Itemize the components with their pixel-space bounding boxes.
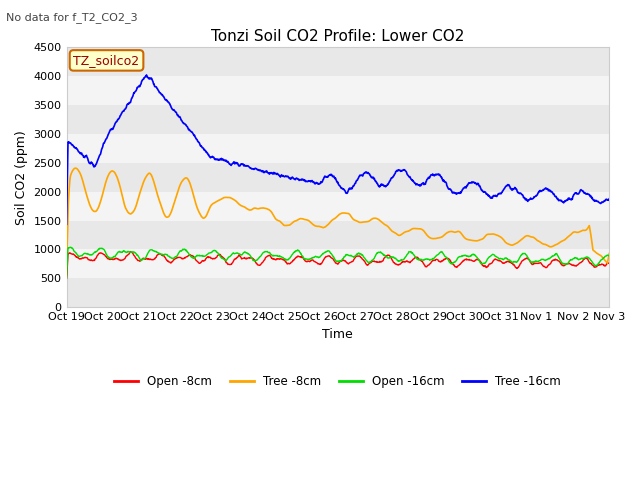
Bar bbox=[67, 163, 609, 192]
X-axis label: Time: Time bbox=[323, 328, 353, 341]
Bar bbox=[67, 105, 609, 134]
Bar bbox=[67, 134, 609, 163]
Bar bbox=[67, 47, 609, 76]
Text: TZ_soilco2: TZ_soilco2 bbox=[74, 54, 140, 67]
Bar bbox=[67, 250, 609, 278]
Bar bbox=[67, 278, 609, 307]
Title: Tonzi Soil CO2 Profile: Lower CO2: Tonzi Soil CO2 Profile: Lower CO2 bbox=[211, 29, 465, 44]
Text: No data for f_T2_CO2_3: No data for f_T2_CO2_3 bbox=[6, 12, 138, 23]
Y-axis label: Soil CO2 (ppm): Soil CO2 (ppm) bbox=[15, 130, 28, 225]
Bar bbox=[67, 192, 609, 220]
Bar bbox=[67, 76, 609, 105]
Bar bbox=[67, 220, 609, 250]
Legend: Open -8cm, Tree -8cm, Open -16cm, Tree -16cm: Open -8cm, Tree -8cm, Open -16cm, Tree -… bbox=[109, 371, 566, 393]
